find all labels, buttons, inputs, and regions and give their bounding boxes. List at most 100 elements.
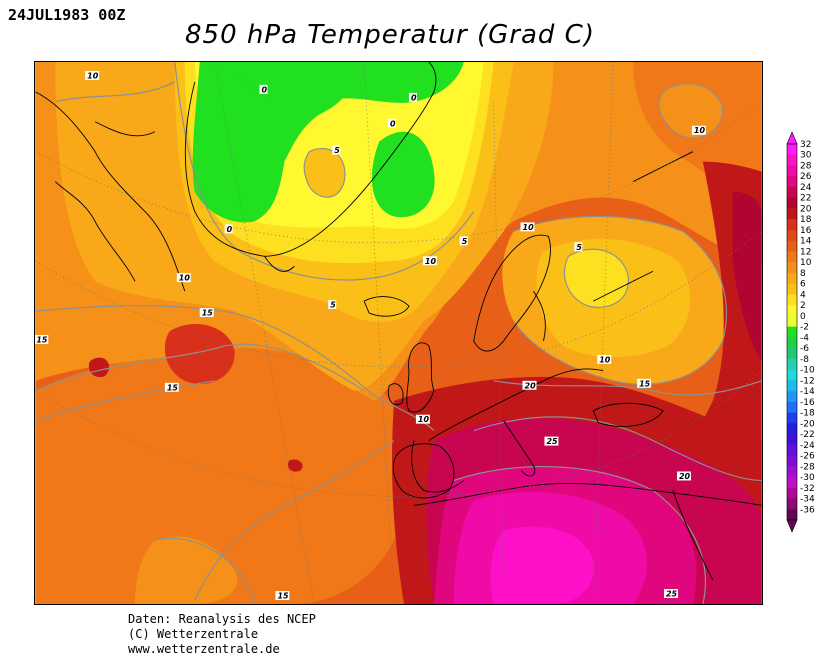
legend-labels: 32302826242220181614121086420-2-4-6-8-10… <box>800 140 815 515</box>
legend-swatch <box>787 219 797 231</box>
contour-label: 15 <box>167 383 179 392</box>
legend-swatch <box>787 498 797 510</box>
legend-label: -22 <box>800 430 815 440</box>
legend-swatch <box>787 380 797 392</box>
contour-labels: 10 0 0 0 5 0 10 5 10 5 10 5 10 15 15 15 … <box>35 70 706 601</box>
field-ne-pocket <box>659 83 723 138</box>
footer-website: www.wetterzentrale.de <box>128 642 280 656</box>
legend-label: 32 <box>800 140 811 150</box>
legend-label: 10 <box>800 258 812 268</box>
legend-swatch <box>787 337 797 349</box>
legend-swatch <box>787 477 797 489</box>
contour-label: 5 <box>334 146 340 155</box>
legend-swatch <box>787 401 797 413</box>
legend-swatch <box>787 262 797 274</box>
legend-swatch <box>787 144 797 156</box>
field-green-east <box>371 131 435 218</box>
contour-label: 15 <box>36 335 48 344</box>
legend-swatch <box>787 326 797 338</box>
legend-label: -24 <box>800 441 815 451</box>
legend-label: 30 <box>800 151 812 161</box>
legend-label: -2 <box>800 323 809 333</box>
contour-label: 25 <box>546 437 558 446</box>
latlon-grid <box>35 62 762 604</box>
contour-label: 10 <box>599 355 611 364</box>
field-east-deep <box>732 191 762 361</box>
field-atlantic-warm-pocket <box>164 323 235 384</box>
contour-label: 0 <box>411 93 417 102</box>
legend-label: -28 <box>800 462 815 472</box>
contour-label: 0 <box>227 225 233 234</box>
legend-label: 2 <box>800 301 806 311</box>
footer-credits: Daten: Reanalysis des NCEP (C) Wetterzen… <box>128 612 316 657</box>
legend-label: 28 <box>800 161 812 171</box>
contour-label: 5 <box>330 301 336 310</box>
legend-label: 20 <box>800 204 812 214</box>
coastlines <box>35 62 762 581</box>
contour-label: 10 <box>87 71 99 80</box>
legend-swatch <box>787 369 797 381</box>
legend-swatch <box>787 412 797 424</box>
legend-label: -32 <box>800 484 815 494</box>
legend-bottom-arrow <box>786 519 798 532</box>
contour-label: 25 <box>666 590 678 599</box>
legend-label: -12 <box>800 376 815 386</box>
legend-swatch <box>787 186 797 199</box>
legend-label: -10 <box>800 366 815 376</box>
legend-swatch <box>787 229 797 241</box>
legend-top-arrow <box>786 132 798 145</box>
legend-swatch <box>787 154 797 166</box>
field-africa-hot <box>490 526 595 604</box>
legend-label: 22 <box>800 194 811 204</box>
legend-swatch <box>787 444 797 456</box>
legend-label: -6 <box>800 344 809 354</box>
contour-label: 0 <box>390 119 396 128</box>
legend-swatch <box>787 434 797 446</box>
legend-swatch <box>787 348 797 360</box>
legend-swatch <box>787 455 797 467</box>
contour-label: 15 <box>277 592 289 601</box>
contour-label: 20 <box>525 381 537 390</box>
legend-label: 26 <box>800 172 812 182</box>
footer-copyright: (C) Wetterzentrale <box>128 627 259 641</box>
legend-swatch <box>787 423 797 435</box>
contour-label: 10 <box>179 274 191 283</box>
contour-label: 10 <box>523 223 535 232</box>
legend-swatch <box>787 466 797 478</box>
footer-data-source: Daten: Reanalysis des NCEP <box>128 612 316 626</box>
legend-label: -34 <box>800 495 815 505</box>
contour-label: 0 <box>262 85 268 94</box>
legend-swatch <box>787 176 797 188</box>
legend-label: -36 <box>800 505 815 515</box>
legend-bars <box>786 132 798 532</box>
legend-swatch <box>787 251 797 263</box>
legend-label: 0 <box>800 312 806 322</box>
legend-swatch <box>787 391 797 403</box>
legend-label: -16 <box>800 398 815 408</box>
legend-label: -4 <box>800 333 809 343</box>
color-scale-legend: 32302826242220181614121086420-2-4-6-8-10… <box>786 132 815 532</box>
field-atlantic-red-dot-2 <box>287 459 303 472</box>
date-label: 24JUL1983 00Z <box>8 6 126 24</box>
contour-label: 10 <box>418 415 430 424</box>
contour-label: 10 <box>425 257 437 266</box>
legend-swatch <box>787 208 797 220</box>
legend-swatch <box>787 272 797 284</box>
legend-label: 14 <box>800 237 812 247</box>
legend-swatch <box>787 305 797 317</box>
legend-label: -26 <box>800 452 815 462</box>
field-atlantic <box>35 335 411 604</box>
contour-label: 15 <box>639 379 651 388</box>
legend-swatch <box>787 315 797 327</box>
legend-swatch <box>787 509 797 521</box>
legend-label: 4 <box>800 290 806 300</box>
legend-swatch <box>787 240 797 252</box>
legend-label: -8 <box>800 355 809 365</box>
legend-label: -30 <box>800 473 815 483</box>
temperature-map: 10 0 0 0 5 0 10 5 10 5 10 5 10 15 15 15 … <box>34 61 763 605</box>
legend-label: -14 <box>800 387 815 397</box>
field-russia-center <box>564 249 629 308</box>
legend-label: 24 <box>800 183 812 193</box>
field-atlantic-red-dot <box>88 357 110 378</box>
legend-swatch <box>787 487 797 499</box>
